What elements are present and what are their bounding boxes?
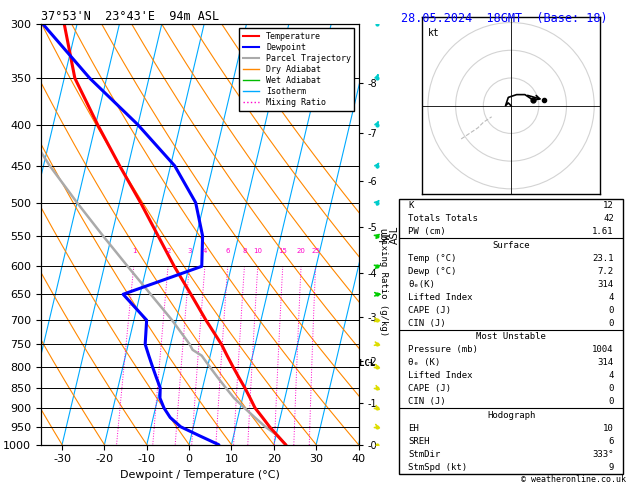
Text: EH: EH (408, 424, 419, 433)
Text: 3: 3 (187, 248, 192, 255)
Text: 1004: 1004 (593, 345, 614, 354)
Text: 1.61: 1.61 (593, 227, 614, 237)
Text: 20: 20 (297, 248, 306, 255)
Text: 10: 10 (253, 248, 263, 255)
Text: 6: 6 (608, 436, 614, 446)
Text: 9: 9 (608, 463, 614, 472)
Text: 23.1: 23.1 (593, 254, 614, 262)
Text: 0: 0 (608, 384, 614, 393)
Text: Lifted Index: Lifted Index (408, 293, 473, 302)
Text: StmSpd (kt): StmSpd (kt) (408, 463, 467, 472)
Text: K: K (408, 201, 414, 210)
Text: 2: 2 (167, 248, 171, 255)
Text: 0: 0 (608, 319, 614, 328)
Text: 42: 42 (603, 214, 614, 224)
Text: StmDir: StmDir (408, 450, 440, 459)
Text: Lifted Index: Lifted Index (408, 371, 473, 380)
Text: LCL: LCL (359, 359, 375, 367)
Text: 333°: 333° (593, 450, 614, 459)
Text: © weatheronline.co.uk: © weatheronline.co.uk (521, 474, 626, 484)
Text: Surface: Surface (493, 241, 530, 249)
Text: CIN (J): CIN (J) (408, 398, 446, 406)
Text: 7.2: 7.2 (598, 267, 614, 276)
Text: 12: 12 (603, 201, 614, 210)
Text: Most Unstable: Most Unstable (476, 332, 546, 341)
Text: Hodograph: Hodograph (487, 411, 535, 419)
Text: 15: 15 (279, 248, 287, 255)
Text: 37°53'N  23°43'E  94m ASL: 37°53'N 23°43'E 94m ASL (41, 10, 219, 23)
Text: PW (cm): PW (cm) (408, 227, 446, 237)
Y-axis label: km
ASL: km ASL (379, 226, 400, 243)
Text: 28.05.2024  18GMT  (Base: 18): 28.05.2024 18GMT (Base: 18) (401, 12, 608, 25)
Text: 0: 0 (608, 306, 614, 315)
Text: Totals Totals: Totals Totals (408, 214, 478, 224)
Text: θₑ(K): θₑ(K) (408, 280, 435, 289)
Text: 1: 1 (132, 248, 136, 255)
Text: 0: 0 (608, 398, 614, 406)
Text: Temp (°C): Temp (°C) (408, 254, 457, 262)
Legend: Temperature, Dewpoint, Parcel Trajectory, Dry Adiabat, Wet Adiabat, Isotherm, Mi: Temperature, Dewpoint, Parcel Trajectory… (240, 29, 354, 111)
Text: CAPE (J): CAPE (J) (408, 384, 452, 393)
Text: 25: 25 (311, 248, 320, 255)
Text: Mixing Ratio (g/kg): Mixing Ratio (g/kg) (379, 234, 389, 336)
Text: 4: 4 (203, 248, 208, 255)
Text: 4: 4 (608, 293, 614, 302)
FancyBboxPatch shape (399, 199, 623, 474)
Text: 8: 8 (243, 248, 247, 255)
Text: 314: 314 (598, 358, 614, 367)
Text: Pressure (mb): Pressure (mb) (408, 345, 478, 354)
Text: SREH: SREH (408, 436, 430, 446)
Text: CIN (J): CIN (J) (408, 319, 446, 328)
Text: 4: 4 (608, 371, 614, 380)
X-axis label: Dewpoint / Temperature (°C): Dewpoint / Temperature (°C) (120, 470, 280, 480)
Text: θₑ (K): θₑ (K) (408, 358, 440, 367)
Text: Dewp (°C): Dewp (°C) (408, 267, 457, 276)
Text: CAPE (J): CAPE (J) (408, 306, 452, 315)
Text: kt: kt (428, 28, 440, 38)
Text: 314: 314 (598, 280, 614, 289)
Text: 6: 6 (226, 248, 230, 255)
Text: 10: 10 (603, 424, 614, 433)
